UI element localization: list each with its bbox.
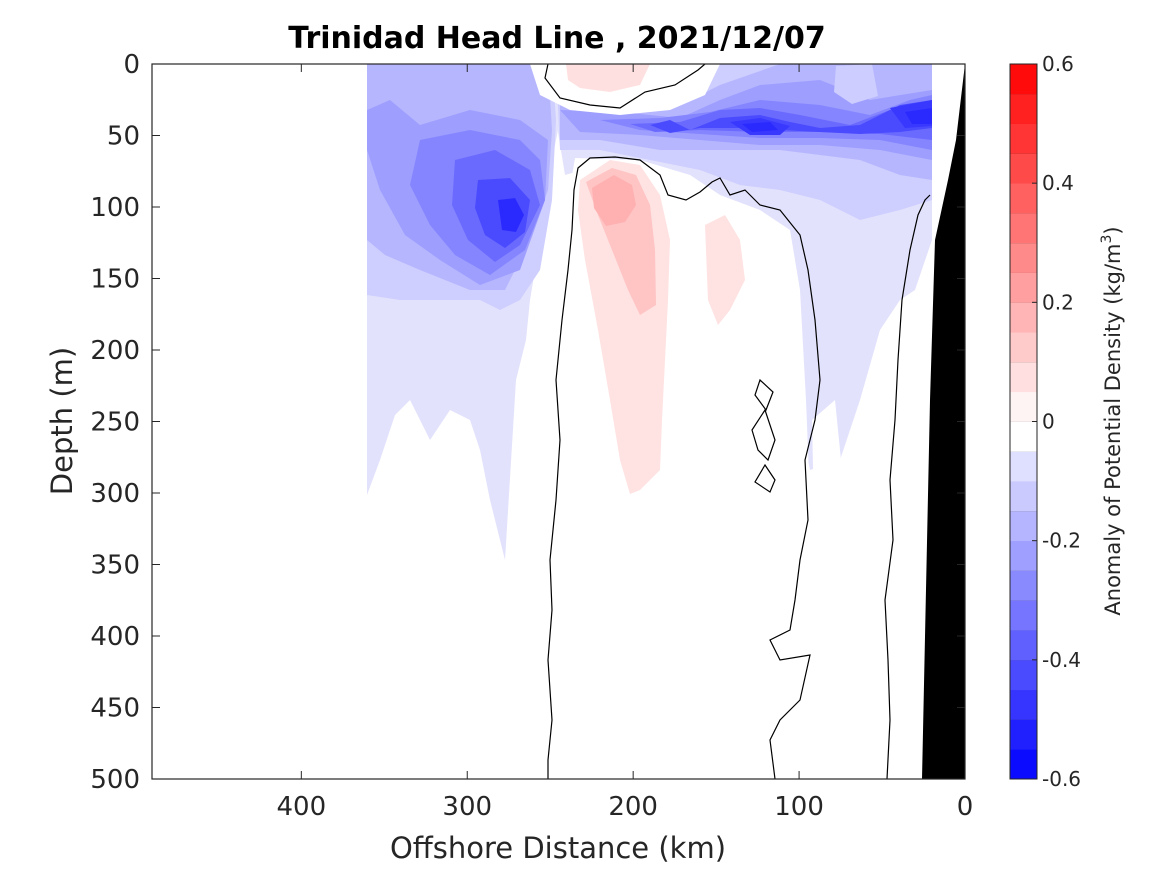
colorbar-tick-label: 0.6 xyxy=(1042,52,1074,76)
colorbar-segment xyxy=(1010,659,1037,691)
colorbar-label-exponent: 3 xyxy=(1099,235,1115,244)
colorbar-segment xyxy=(1010,600,1037,631)
y-tick-label: 200 xyxy=(90,336,140,366)
zero-contour-line xyxy=(751,408,776,462)
zero-contours xyxy=(544,64,931,779)
y-axis-label: Depth (m) xyxy=(45,347,79,495)
y-tick-label: 250 xyxy=(90,408,140,438)
zero-contour-line xyxy=(754,463,776,493)
colorbar-segment xyxy=(1010,332,1037,363)
colorbar-segment xyxy=(1010,123,1037,154)
colorbar-segment xyxy=(1010,302,1037,333)
colorbar-tick-label: -0.4 xyxy=(1042,648,1081,672)
y-tick-label: 400 xyxy=(90,622,140,652)
density-anomaly-field xyxy=(367,64,965,779)
y-tick-label: 50 xyxy=(107,122,140,152)
colorbar-segment xyxy=(1010,749,1037,780)
zero-contour-line xyxy=(884,194,931,779)
colorbar-segment xyxy=(1010,361,1037,393)
negative-anomaly-contour xyxy=(742,122,778,132)
colorbar-segment xyxy=(1010,510,1037,542)
x-axis: 400 300 200 100 0 xyxy=(277,64,974,822)
x-tick-label: 100 xyxy=(774,792,824,822)
x-tick-label: 400 xyxy=(277,792,327,822)
chart-title: Trinidad Head Line , 2021/12/07 xyxy=(288,21,825,56)
negative-anomaly-contour xyxy=(834,64,878,104)
x-axis-label: Offshore Distance (km) xyxy=(390,831,726,865)
positive-anomaly-contour xyxy=(592,175,636,226)
colorbar-label-main: Anomaly of Potential Density (kg/m xyxy=(1101,244,1125,616)
colorbar-segment xyxy=(1010,64,1037,95)
colorbar-label: Anomaly of Potential Density (kg/m3) xyxy=(1099,226,1125,615)
y-tick-label: 450 xyxy=(90,694,140,724)
colorbar-segment xyxy=(1010,153,1037,184)
y-tick-label: 150 xyxy=(90,265,140,295)
colorbar-segment xyxy=(1010,451,1037,482)
colorbar-segment xyxy=(1010,540,1037,571)
colorbar-segment xyxy=(1010,93,1037,124)
plot-area: 400 300 200 100 0 0 50 100 150 200 250 300 350 400 45… xyxy=(90,50,973,822)
y-tick-label: 500 xyxy=(90,765,140,795)
colorbar-segment xyxy=(1010,481,1037,512)
positive-anomaly-contour xyxy=(566,64,650,92)
neutral-core xyxy=(800,400,880,779)
zero-contour-line xyxy=(754,378,774,412)
zero-contour-line xyxy=(544,64,706,109)
negative-anomaly-contour xyxy=(498,198,524,232)
x-tick-label: 200 xyxy=(608,792,658,822)
colorbar-tick-label: -0.2 xyxy=(1042,529,1081,553)
colorbar-tick-label: 0 xyxy=(1042,410,1055,434)
colorbar-tick-label: 0.2 xyxy=(1042,290,1074,314)
x-tick-label: 300 xyxy=(442,792,492,822)
x-tick-label: 0 xyxy=(957,792,974,822)
colorbar-segment xyxy=(1010,630,1037,661)
colorbar-tick-label: -0.6 xyxy=(1042,767,1081,791)
colorbar-segments xyxy=(1010,63,1037,780)
colorbar: 0.6 0.4 0.2 0 -0.2 -0.4 -0.6 Anomaly of Potent… xyxy=(1009,52,1125,791)
colorbar-label-close: ) xyxy=(1101,226,1125,234)
colorbar-segment xyxy=(1010,212,1037,244)
colorbar-segment xyxy=(1010,570,1037,601)
y-tick-label: 0 xyxy=(123,50,140,80)
y-axis: 0 50 100 150 200 250 300 350 400 450 500 xyxy=(90,50,965,795)
y-tick-label: 350 xyxy=(90,551,140,581)
colorbar-segment xyxy=(1010,421,1037,452)
colorbar-segment xyxy=(1010,689,1037,720)
colorbar-segment xyxy=(1010,391,1037,422)
colorbar-segment xyxy=(1010,272,1037,303)
y-tick-label: 100 xyxy=(90,193,140,223)
colorbar-tick-label: 0.4 xyxy=(1042,171,1074,195)
zero-contour-line xyxy=(547,156,821,779)
y-tick-label: 300 xyxy=(90,479,140,509)
colorbar-segment xyxy=(1010,183,1037,214)
colorbar-ticks: 0.6 0.4 0.2 0 -0.2 -0.4 -0.6 xyxy=(1032,52,1081,791)
negative-anomaly-contour xyxy=(905,108,932,124)
colorbar-segment xyxy=(1010,719,1037,750)
negative-anomaly-contour xyxy=(650,100,932,134)
seafloor-bathymetry xyxy=(922,64,965,779)
positive-anomaly-contour xyxy=(705,215,745,325)
colorbar-segment xyxy=(1010,242,1037,273)
